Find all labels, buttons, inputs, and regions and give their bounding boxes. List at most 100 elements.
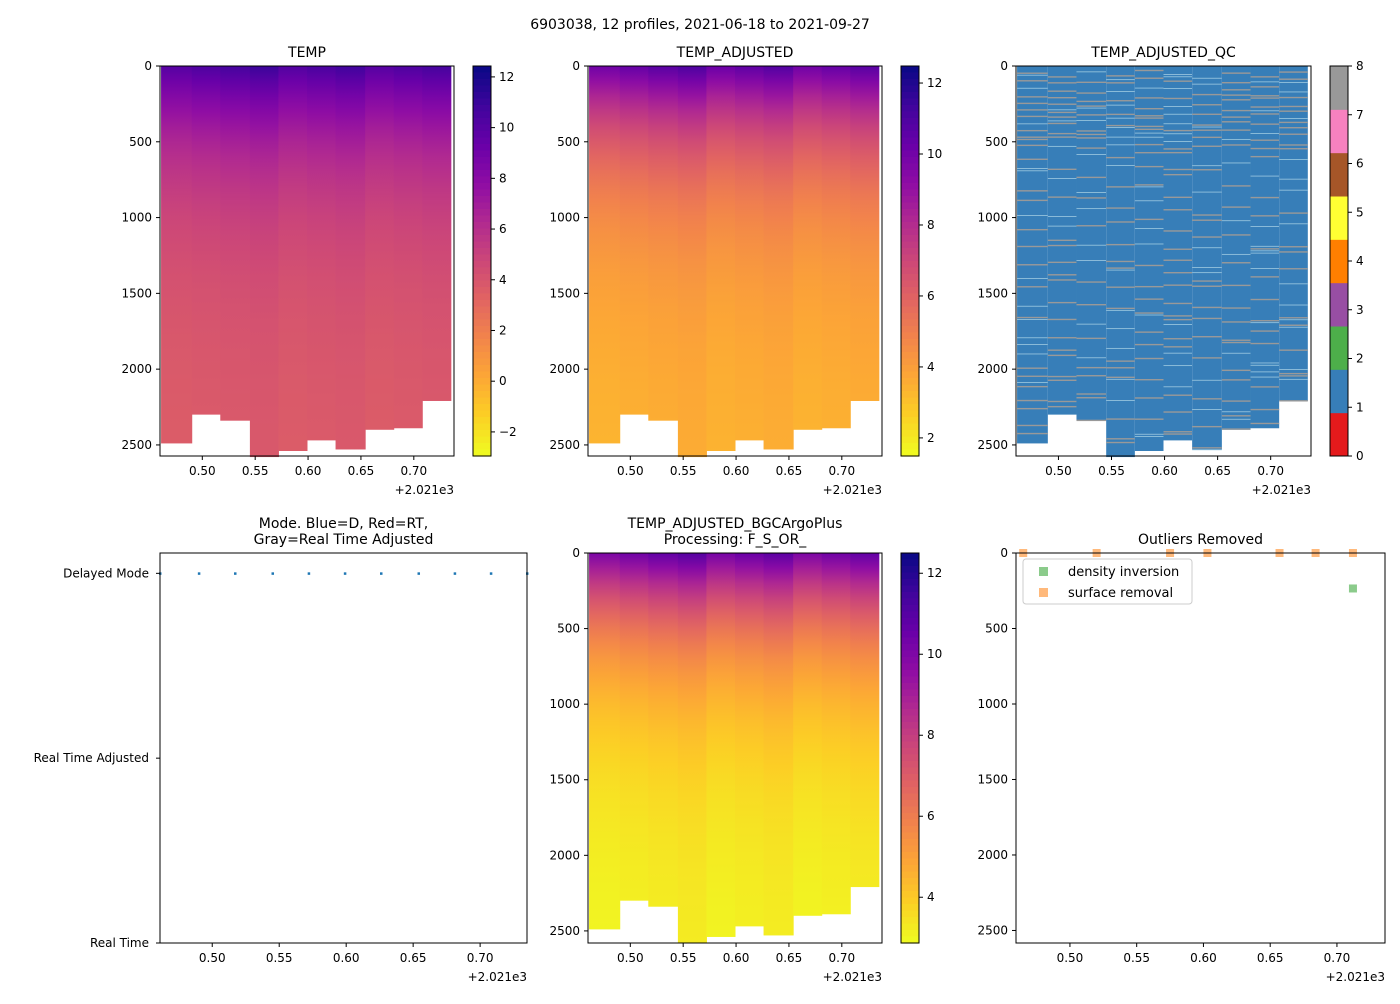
colorbar-segment — [901, 761, 919, 769]
qc-flag-line — [1076, 393, 1107, 395]
colorbar-segment — [901, 741, 919, 749]
profile-cell — [161, 66, 193, 444]
colorbar-segment — [901, 79, 919, 87]
profile-cell — [821, 553, 851, 915]
qc-flag-line — [1221, 129, 1251, 131]
colorbar-segment — [901, 163, 919, 171]
y-tick-label: Real Time Adjusted — [34, 751, 149, 765]
colorbar-segment — [473, 118, 491, 126]
qc-flag-line — [1163, 168, 1193, 171]
qc-flag-line — [1279, 369, 1308, 370]
colorbar-segment — [473, 306, 491, 314]
colorbar-segment — [473, 176, 491, 184]
qc-flag-line — [1163, 324, 1193, 325]
colorbar: 8 7 6 5 4 3 2 1 0 — [1329, 59, 1364, 463]
qc-flag-line — [1017, 190, 1048, 192]
x-offset-label: +2.021e3 — [823, 970, 882, 984]
colorbar-segment — [473, 222, 491, 230]
qc-flag-line — [1047, 337, 1077, 339]
colorbar-segment — [473, 436, 491, 444]
colorbar-segment — [473, 261, 491, 269]
colorbar-segment — [473, 189, 491, 197]
qc-flag-line — [1047, 400, 1077, 403]
colorbar-segment — [1330, 412, 1348, 457]
qc-flag-line — [1017, 286, 1048, 288]
profile-cell — [648, 553, 679, 907]
colorbar-segment — [473, 358, 491, 366]
qc-flag-line — [1250, 322, 1280, 324]
qc-flag-line — [1163, 284, 1193, 286]
qc-flag-line — [1250, 215, 1280, 217]
x-tick-label: 0.50 — [189, 464, 216, 478]
qc-flag-line — [1017, 80, 1048, 82]
qc-flag-line — [1221, 369, 1251, 372]
colorbar-segment — [901, 559, 919, 567]
mode-point — [417, 572, 421, 575]
profile-cell — [1250, 66, 1280, 429]
legend-marker — [1039, 567, 1048, 576]
y-tick-label: 0 — [572, 546, 580, 560]
qc-flag-line — [1017, 353, 1048, 355]
axes-temp: 0.50 0.55 0.60 0.65 0.70 +2.021e3 0 500 1000 1500… — [121, 45, 455, 497]
colorbar-tick-label: 4 — [927, 890, 935, 904]
y-tick-label: 1500 — [549, 773, 580, 787]
y-tick-label: 2000 — [549, 848, 580, 862]
qc-flag-line — [1192, 280, 1222, 282]
mode-point — [271, 572, 275, 575]
qc-flag-line — [1163, 272, 1193, 274]
colorbar-segment — [473, 196, 491, 204]
qc-flag-line — [1134, 218, 1164, 221]
colorbar-segment — [901, 66, 919, 74]
axes-frame — [159, 65, 455, 457]
qc-flag-line — [1106, 438, 1135, 440]
y-tick-label: 2000 — [549, 362, 580, 376]
x-tick-label: 0.70 — [828, 464, 855, 478]
qc-flag-line — [1279, 81, 1308, 83]
colorbar-segment — [901, 254, 919, 262]
qc-flag-line — [1106, 113, 1135, 116]
x-tick-label: 0.70 — [1257, 464, 1284, 478]
profile-cell — [648, 66, 679, 421]
colorbar-segment — [901, 241, 919, 249]
profile-cell — [735, 553, 765, 927]
colorbar-segment — [901, 774, 919, 782]
colorbar-segment — [901, 865, 919, 873]
qc-flag-line — [1221, 138, 1251, 140]
qc-flag-line — [1279, 110, 1308, 112]
colorbar-segment — [901, 800, 919, 808]
qc-flag-line — [1221, 321, 1251, 323]
qc-flag-line — [1279, 372, 1308, 375]
qc-flag-line — [1017, 228, 1048, 231]
qc-flag-line — [1279, 105, 1308, 108]
colorbar-segment — [901, 910, 919, 918]
colorbar-segment — [1330, 326, 1348, 370]
qc-flag-line — [1192, 145, 1222, 147]
colorbar-segment — [901, 780, 919, 788]
qc-flag-line — [1221, 418, 1251, 420]
profile-cell — [793, 553, 823, 916]
colorbar-segment — [473, 410, 491, 418]
x-tick-label: 0.60 — [295, 464, 322, 478]
colorbar-segment — [901, 676, 919, 684]
qc-flag-line — [1163, 352, 1193, 354]
qc-flag-line — [1221, 253, 1251, 255]
qc-flag-line — [1076, 244, 1107, 246]
x-tick-label: 0.50 — [199, 951, 226, 965]
colorbar-segment — [901, 728, 919, 736]
colorbar-segment — [473, 352, 491, 360]
colorbar-segment — [901, 754, 919, 762]
qc-flag-line — [1279, 148, 1308, 150]
colorbar-segment — [901, 410, 919, 418]
qc-flag-line — [1221, 220, 1251, 222]
qc-flag-line — [1106, 328, 1135, 330]
colorbar-segment — [901, 852, 919, 860]
colorbar-segment — [901, 326, 919, 334]
qc-flag-line — [1134, 285, 1164, 288]
qc-flag-line — [1163, 151, 1193, 154]
qc-flag-line — [1047, 301, 1077, 304]
qc-flag-line — [1106, 347, 1135, 349]
qc-flag-line — [1192, 169, 1222, 171]
y-tick-label: 1000 — [977, 697, 1008, 711]
qc-flag-line — [1163, 386, 1193, 388]
y-tick-label: Real Time — [90, 936, 149, 950]
